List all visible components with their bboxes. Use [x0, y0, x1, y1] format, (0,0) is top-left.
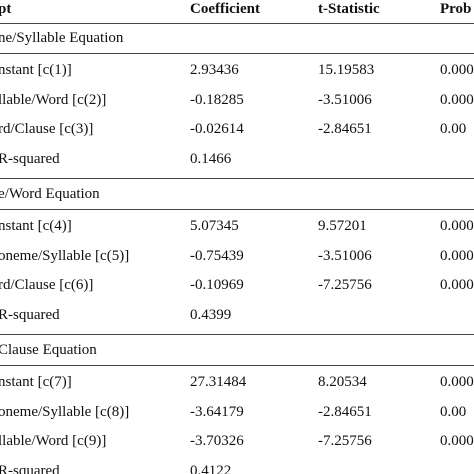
table-cell: oneme/Syllable [c(5)]	[0, 247, 130, 264]
table-cell: 0.4122	[190, 462, 232, 474]
table-cell: nstant [c(7)]	[0, 374, 72, 390]
table-cell: 0.000	[440, 374, 474, 390]
table-cell: -0.75439	[190, 247, 244, 264]
table-cell: -0.10969	[190, 277, 244, 293]
table-cell: 0.4399	[190, 306, 232, 323]
rule	[0, 334, 474, 335]
table-cell: rd/Clause [c(6)]	[0, 277, 94, 293]
header-cell: t-Statistic	[318, 1, 380, 17]
table-cell: 15.19583	[318, 62, 375, 78]
section-title: Clause Equation	[0, 342, 97, 358]
table-cell: 8.20534	[318, 374, 367, 390]
table-cell: llable/Word [c(9)]	[0, 433, 107, 449]
table-cell: -7.25756	[318, 433, 372, 449]
table-cell: -3.51006	[318, 247, 372, 264]
table-cell: -3.51006	[318, 91, 372, 108]
rule	[0, 23, 474, 24]
section-title: e/Word Equation	[0, 186, 100, 202]
table-cell: 9.57201	[318, 218, 367, 234]
table-cell: -0.18285	[190, 91, 244, 108]
header-cell: pt	[0, 1, 12, 17]
table-cell: llable/Word [c(2)]	[0, 91, 107, 108]
table-cell: -2.84651	[318, 403, 372, 420]
section-title: ne/Syllable Equation	[0, 30, 124, 46]
header-cell: Prob	[440, 1, 472, 17]
table-cell: 0.00	[440, 403, 467, 420]
table-cell: 0.00	[440, 121, 467, 137]
table-cell: R-squared	[0, 150, 60, 167]
table-cell: nstant [c(4)]	[0, 218, 72, 234]
table-cell: -3.64179	[190, 403, 244, 420]
table-cell: 0.000	[440, 218, 474, 234]
rule	[0, 209, 474, 210]
table-cell: R-squared	[0, 462, 60, 474]
table-cell: -7.25756	[318, 277, 372, 293]
table-cell: oneme/Syllable [c(8)]	[0, 403, 130, 420]
table-cell: R-squared	[0, 306, 60, 323]
table-cell: 0.000	[440, 433, 474, 449]
table-cell: 0.000	[440, 277, 474, 293]
table-cell: 0.000	[440, 91, 474, 108]
table-cell: 2.93436	[190, 62, 239, 78]
rule	[0, 178, 474, 179]
rule	[0, 53, 474, 54]
table-cell: 0.1466	[190, 150, 232, 167]
header-cell: Coefficient	[190, 1, 260, 17]
table-cell: 27.31484	[190, 374, 247, 390]
table-cell: 0.000	[440, 62, 474, 78]
table-cell: -3.70326	[190, 433, 244, 449]
table-cell: -2.84651	[318, 121, 372, 137]
table-cell: rd/Clause [c(3)]	[0, 121, 94, 137]
table-cell: -0.02614	[190, 121, 244, 137]
table-cell: nstant [c(1)]	[0, 62, 72, 78]
rule	[0, 365, 474, 366]
table-cell: 5.07345	[190, 218, 239, 234]
table-cell: 0.000	[440, 247, 474, 264]
